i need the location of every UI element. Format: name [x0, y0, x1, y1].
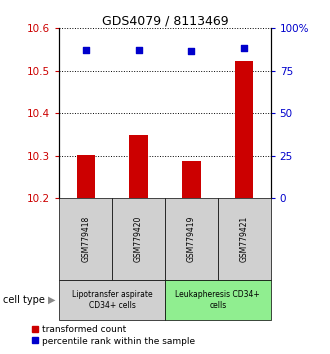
Bar	[182, 161, 201, 198]
Bar	[59, 198, 112, 280]
Text: Lipotransfer aspirate
CD34+ cells: Lipotransfer aspirate CD34+ cells	[72, 290, 152, 310]
Bar	[77, 155, 95, 198]
Point	[136, 47, 141, 52]
Bar	[129, 135, 148, 198]
Text: GSM779420: GSM779420	[134, 216, 143, 262]
Point	[189, 48, 194, 54]
Bar	[218, 198, 271, 280]
Text: GSM779418: GSM779418	[81, 216, 90, 262]
Text: cell type: cell type	[3, 295, 45, 305]
Point	[242, 45, 247, 51]
Bar	[112, 198, 165, 280]
Bar	[235, 61, 253, 198]
Bar	[59, 280, 165, 320]
Point	[83, 47, 88, 52]
Bar	[165, 280, 271, 320]
Text: Leukapheresis CD34+
cells: Leukapheresis CD34+ cells	[176, 290, 260, 310]
Title: GDS4079 / 8113469: GDS4079 / 8113469	[102, 14, 228, 27]
Bar	[165, 198, 218, 280]
Legend: transformed count, percentile rank within the sample: transformed count, percentile rank withi…	[31, 325, 195, 346]
Text: GSM779419: GSM779419	[187, 216, 196, 262]
Text: GSM779421: GSM779421	[240, 216, 249, 262]
Text: ▶: ▶	[48, 295, 55, 305]
